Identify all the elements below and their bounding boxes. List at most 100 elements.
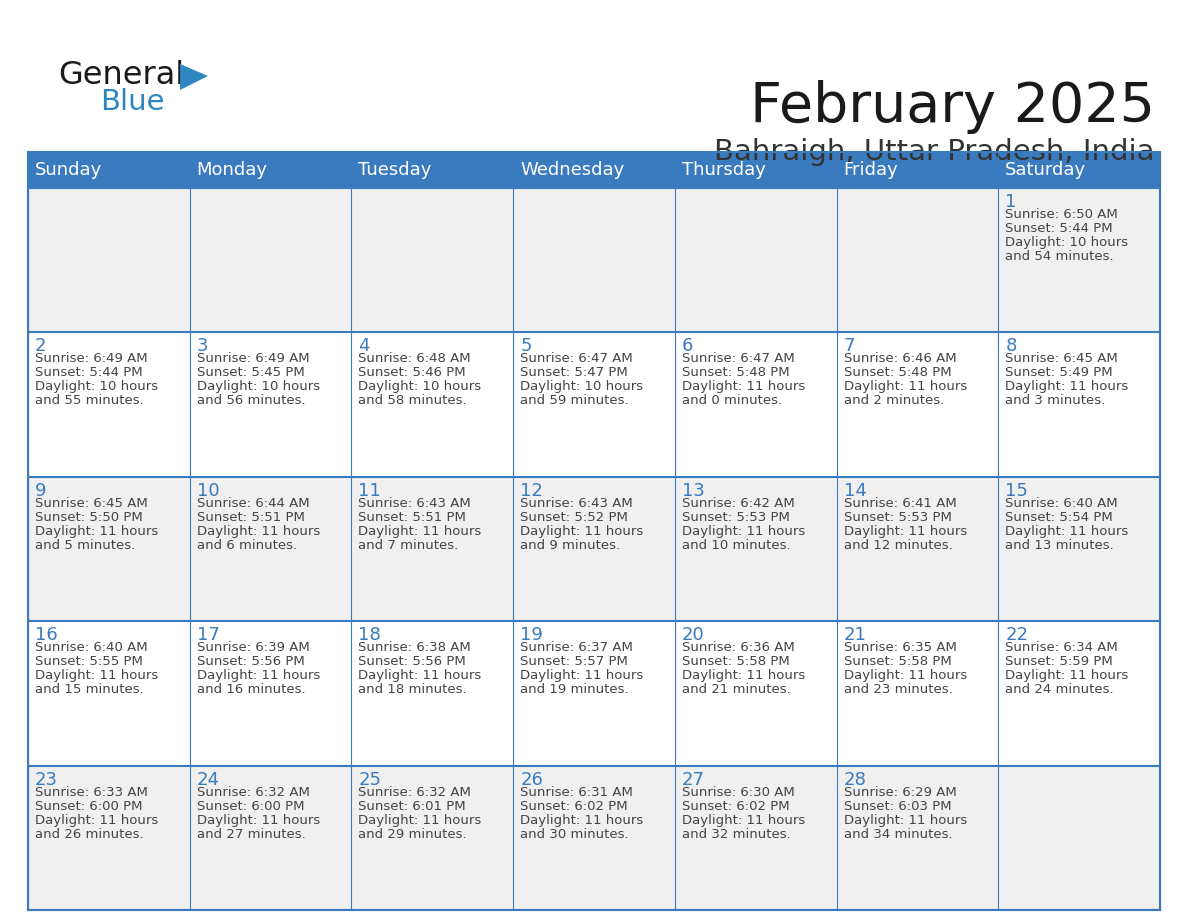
Text: and 27 minutes.: and 27 minutes. [197,828,305,841]
Text: and 0 minutes.: and 0 minutes. [682,395,782,408]
Bar [998,188,1159,332]
Text: Thursday: Thursday [682,161,766,179]
Text: Daylight: 11 hours: Daylight: 11 hours [1005,669,1129,682]
Text: Daylight: 10 hours: Daylight: 10 hours [359,380,481,394]
Text: Daylight: 11 hours: Daylight: 11 hours [520,813,644,826]
Text: Sunset: 6:02 PM: Sunset: 6:02 PM [520,800,627,812]
Text: Daylight: 11 hours: Daylight: 11 hours [197,813,320,826]
Text: Sunrise: 6:43 AM: Sunrise: 6:43 AM [520,497,633,509]
Text: Sunset: 6:01 PM: Sunset: 6:01 PM [359,800,466,812]
Text: and 56 minutes.: and 56 minutes. [197,395,305,408]
Text: Daylight: 11 hours: Daylight: 11 hours [34,813,158,826]
Text: Sunset: 5:57 PM: Sunset: 5:57 PM [520,655,628,668]
Text: 5: 5 [520,338,532,355]
Text: Sunset: 6:00 PM: Sunset: 6:00 PM [197,800,304,812]
Text: Sunset: 5:44 PM: Sunset: 5:44 PM [34,366,143,379]
Text: Sunset: 5:44 PM: Sunset: 5:44 PM [1005,222,1113,235]
Text: Sunrise: 6:43 AM: Sunrise: 6:43 AM [359,497,472,509]
Text: Sunrise: 6:32 AM: Sunrise: 6:32 AM [359,786,472,799]
Text: Daylight: 10 hours: Daylight: 10 hours [1005,236,1129,249]
Text: Daylight: 11 hours: Daylight: 11 hours [843,813,967,826]
Text: Sunset: 5:53 PM: Sunset: 5:53 PM [682,510,790,524]
Text: 26: 26 [520,770,543,789]
Text: Sunset: 5:52 PM: Sunset: 5:52 PM [520,510,628,524]
Text: Sunset: 5:56 PM: Sunset: 5:56 PM [197,655,304,668]
Text: 9: 9 [34,482,46,499]
Text: 6: 6 [682,338,694,355]
Text: 8: 8 [1005,338,1017,355]
Text: Sunrise: 6:33 AM: Sunrise: 6:33 AM [34,786,147,799]
Text: Sunset: 5:48 PM: Sunset: 5:48 PM [682,366,790,379]
Text: and 6 minutes.: and 6 minutes. [197,539,297,552]
Bar [513,621,675,766]
Text: Blue: Blue [100,88,164,116]
Text: Sunrise: 6:50 AM: Sunrise: 6:50 AM [1005,208,1118,221]
Text: Sunset: 5:54 PM: Sunset: 5:54 PM [1005,510,1113,524]
Text: Sunrise: 6:30 AM: Sunrise: 6:30 AM [682,786,795,799]
Text: 20: 20 [682,626,704,644]
Bar [352,332,513,476]
Text: Daylight: 11 hours: Daylight: 11 hours [520,525,644,538]
Bar [29,152,1159,188]
Text: Daylight: 11 hours: Daylight: 11 hours [359,525,481,538]
Bar [675,188,836,332]
Text: 10: 10 [197,482,220,499]
Text: Sunrise: 6:41 AM: Sunrise: 6:41 AM [843,497,956,509]
Bar [675,332,836,476]
Bar [998,766,1159,910]
Text: and 2 minutes.: and 2 minutes. [843,395,943,408]
Text: 19: 19 [520,626,543,644]
Bar [675,476,836,621]
Bar [29,188,190,332]
Text: and 5 minutes.: and 5 minutes. [34,539,135,552]
Text: and 24 minutes.: and 24 minutes. [1005,683,1114,696]
Text: Friday: Friday [843,161,898,179]
Text: and 23 minutes.: and 23 minutes. [843,683,953,696]
Text: and 9 minutes.: and 9 minutes. [520,539,620,552]
Text: Sunrise: 6:37 AM: Sunrise: 6:37 AM [520,641,633,655]
Text: Sunset: 5:56 PM: Sunset: 5:56 PM [359,655,466,668]
Text: Sunset: 5:59 PM: Sunset: 5:59 PM [1005,655,1113,668]
Text: Sunrise: 6:47 AM: Sunrise: 6:47 AM [520,353,633,365]
Text: and 18 minutes.: and 18 minutes. [359,683,467,696]
Text: Sunrise: 6:40 AM: Sunrise: 6:40 AM [1005,497,1118,509]
Text: Sunday: Sunday [34,161,102,179]
Text: and 15 minutes.: and 15 minutes. [34,683,144,696]
Text: Daylight: 11 hours: Daylight: 11 hours [197,669,320,682]
Bar [513,476,675,621]
Bar [998,476,1159,621]
Text: Sunrise: 6:39 AM: Sunrise: 6:39 AM [197,641,309,655]
Text: and 3 minutes.: and 3 minutes. [1005,395,1106,408]
Text: 22: 22 [1005,626,1029,644]
Bar [675,766,836,910]
Text: Sunrise: 6:49 AM: Sunrise: 6:49 AM [34,353,147,365]
Text: and 19 minutes.: and 19 minutes. [520,683,628,696]
Text: and 26 minutes.: and 26 minutes. [34,828,144,841]
Bar [675,621,836,766]
Text: Daylight: 11 hours: Daylight: 11 hours [682,669,805,682]
Text: Daylight: 11 hours: Daylight: 11 hours [359,813,481,826]
Text: Sunset: 5:55 PM: Sunset: 5:55 PM [34,655,143,668]
Text: Daylight: 10 hours: Daylight: 10 hours [197,380,320,394]
Text: Daylight: 11 hours: Daylight: 11 hours [197,525,320,538]
Text: and 32 minutes.: and 32 minutes. [682,828,790,841]
Text: Daylight: 11 hours: Daylight: 11 hours [682,380,805,394]
Text: Sunset: 5:49 PM: Sunset: 5:49 PM [1005,366,1113,379]
Text: Sunrise: 6:36 AM: Sunrise: 6:36 AM [682,641,795,655]
Bar [513,766,675,910]
Text: 13: 13 [682,482,704,499]
Text: General: General [58,60,184,91]
Bar [352,766,513,910]
Text: 23: 23 [34,770,58,789]
Text: Daylight: 11 hours: Daylight: 11 hours [520,669,644,682]
Text: 28: 28 [843,770,866,789]
Text: Sunrise: 6:49 AM: Sunrise: 6:49 AM [197,353,309,365]
Text: Monday: Monday [197,161,267,179]
Text: Sunrise: 6:48 AM: Sunrise: 6:48 AM [359,353,472,365]
Text: 17: 17 [197,626,220,644]
Bar [29,152,1159,910]
Text: and 21 minutes.: and 21 minutes. [682,683,790,696]
Text: 18: 18 [359,626,381,644]
Text: February 2025: February 2025 [750,80,1155,134]
Text: 4: 4 [359,338,369,355]
